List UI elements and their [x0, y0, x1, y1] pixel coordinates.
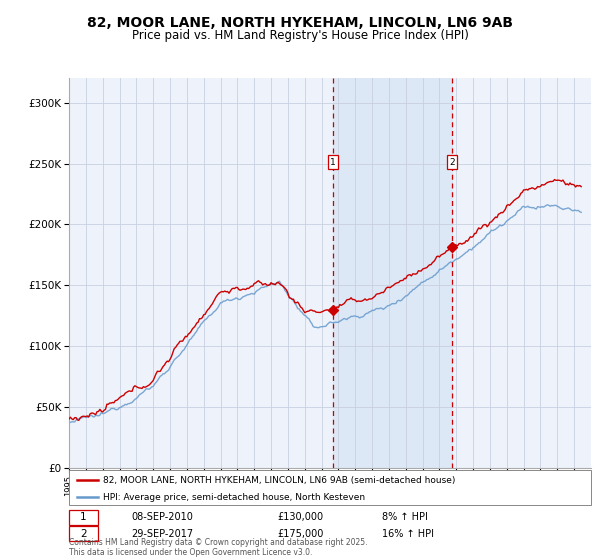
Text: 29-SEP-2017: 29-SEP-2017 [131, 529, 194, 539]
FancyBboxPatch shape [69, 470, 591, 505]
FancyBboxPatch shape [69, 510, 98, 525]
Text: 8% ↑ HPI: 8% ↑ HPI [382, 512, 428, 522]
Text: 2: 2 [80, 529, 86, 539]
Text: 2: 2 [449, 157, 455, 166]
FancyBboxPatch shape [69, 526, 98, 541]
Text: £130,000: £130,000 [278, 512, 324, 522]
Bar [333, 78, 452, 468]
Text: HPI: Average price, semi-detached house, North Kesteven: HPI: Average price, semi-detached house,… [103, 493, 365, 502]
Text: Contains HM Land Registry data © Crown copyright and database right 2025.
This d: Contains HM Land Registry data © Crown c… [69, 538, 367, 557]
Text: £175,000: £175,000 [278, 529, 324, 539]
Text: 1: 1 [331, 157, 336, 166]
Text: 82, MOOR LANE, NORTH HYKEHAM, LINCOLN, LN6 9AB: 82, MOOR LANE, NORTH HYKEHAM, LINCOLN, L… [87, 16, 513, 30]
Text: Price paid vs. HM Land Registry's House Price Index (HPI): Price paid vs. HM Land Registry's House … [131, 29, 469, 42]
Text: 1: 1 [80, 512, 86, 522]
Text: 08-SEP-2010: 08-SEP-2010 [131, 512, 194, 522]
Text: 82, MOOR LANE, NORTH HYKEHAM, LINCOLN, LN6 9AB (semi-detached house): 82, MOOR LANE, NORTH HYKEHAM, LINCOLN, L… [103, 475, 455, 484]
Text: 16% ↑ HPI: 16% ↑ HPI [382, 529, 434, 539]
